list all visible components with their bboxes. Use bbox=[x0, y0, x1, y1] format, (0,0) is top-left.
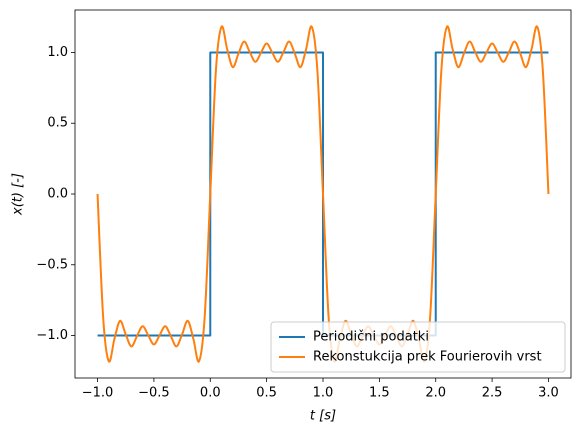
legend-box bbox=[270, 321, 566, 373]
x-tick-label: −1.0 bbox=[82, 386, 114, 401]
y-tick-label: 1.0 bbox=[47, 45, 68, 60]
x-tick-label: 1.0 bbox=[313, 386, 334, 401]
line-series bbox=[96, 25, 550, 363]
legend-label: Periodični podatki bbox=[313, 330, 429, 345]
x-tick-label: 1.5 bbox=[369, 386, 390, 401]
x-tick-label: 0.0 bbox=[200, 386, 221, 401]
x-axis-label: t [s] bbox=[310, 409, 336, 424]
y-tick-label: 0.0 bbox=[47, 187, 68, 202]
y-tick-label: −0.5 bbox=[36, 257, 68, 272]
y-tick-label: −1.0 bbox=[36, 328, 68, 343]
x-tick-label: 2.5 bbox=[482, 386, 503, 401]
y-tick-label: 0.5 bbox=[47, 116, 68, 131]
y-axis-label: x(t) [-] bbox=[11, 173, 26, 216]
x-tick-label: −0.5 bbox=[138, 386, 170, 401]
x-tick-label: 2.0 bbox=[425, 386, 446, 401]
legend-label: Rekonstukcija prek Fourierovih vrst bbox=[313, 350, 542, 365]
plot-frame bbox=[74, 9, 572, 379]
x-tick-label: 3.0 bbox=[538, 386, 559, 401]
x-tick-label: 0.5 bbox=[256, 386, 277, 401]
